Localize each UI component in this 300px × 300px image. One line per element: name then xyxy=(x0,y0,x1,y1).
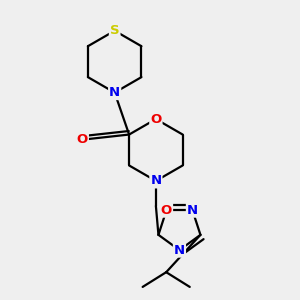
Text: O: O xyxy=(150,112,161,126)
Text: S: S xyxy=(110,24,119,37)
Text: N: N xyxy=(174,244,185,256)
Text: N: N xyxy=(109,86,120,99)
Text: N: N xyxy=(187,204,198,217)
Text: N: N xyxy=(150,174,161,188)
Text: O: O xyxy=(77,133,88,146)
Text: O: O xyxy=(161,204,172,217)
